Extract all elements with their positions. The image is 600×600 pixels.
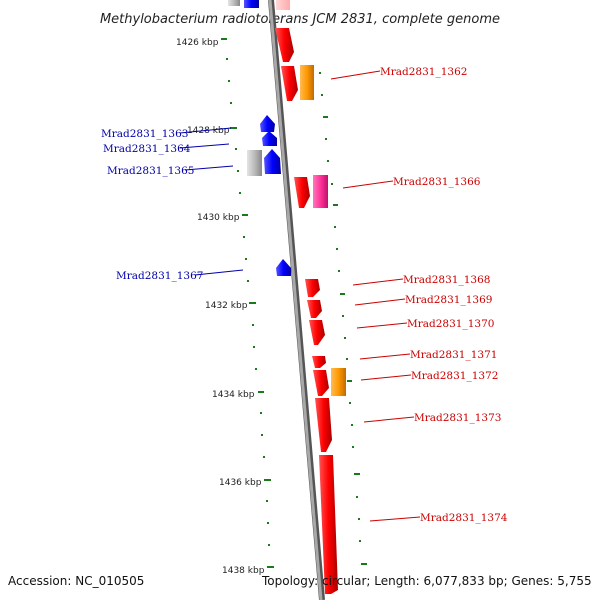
tick-label-1432: 1432 kbp [205,301,248,311]
feature-orange-1362 [300,65,314,100]
label-mrad2831-1373[interactable]: Mrad2831_1373 [414,412,501,424]
inner-dotted-ring [226,58,270,546]
gene-forward-1368 [305,279,320,297]
label-mrad2831-1368[interactable]: Mrad2831_1368 [403,274,490,286]
gene-reverse-1365 [264,149,281,174]
label-mrad2831-1372[interactable]: Mrad2831_1372 [411,370,498,382]
leader-lines-forward [330,70,421,522]
tick-label-1430: 1430 kbp [197,213,240,223]
accession-text: Accession: NC_010505 [8,574,145,588]
gene-forward-1373 [315,398,332,452]
label-mrad2831-1374[interactable]: Mrad2831_1374 [420,512,508,524]
outer-dotted-ring [319,72,367,565]
feature-magenta-1366 [313,175,328,208]
inner-tick-ring [221,38,274,568]
gene-reverse-1364 [262,131,277,146]
label-mrad2831-1369[interactable]: Mrad2831_1369 [405,294,492,306]
feature-orange-1372 [331,368,346,396]
gene-reverse-1367 [276,259,291,276]
gene-reverse-1363 [260,115,275,132]
leader-lines-reverse [179,127,244,276]
tick-label-1436: 1436 kbp [219,478,262,488]
topology-text: Topology: circular; Length: 6,077,833 bp… [262,574,592,588]
label-mrad2831-1370[interactable]: Mrad2831_1370 [407,318,494,330]
gene-forward-1372 [313,370,329,396]
label-mrad2831-1362[interactable]: Mrad2831_1362 [380,66,467,78]
gene-forward-1371 [312,356,326,368]
tick-label-1426: 1426 kbp [176,38,219,48]
label-mrad2831-1363[interactable]: Mrad2831_1363 [101,128,188,140]
label-mrad2831-1366[interactable]: Mrad2831_1366 [393,176,481,188]
gene-forward-1370 [309,320,325,345]
label-mrad2831-1365[interactable]: Mrad2831_1365 [107,165,194,177]
gene-forward-1374 [319,455,338,594]
gene-top-grey [228,0,240,6]
tick-label-1438: 1438 kbp [222,566,265,576]
tick-label-1434: 1434 kbp [212,390,255,400]
backbone [268,0,323,600]
gene-forward-1362 [281,66,298,101]
gene-top-blue [244,0,259,8]
label-mrad2831-1364[interactable]: Mrad2831_1364 [103,143,191,155]
label-mrad2831-1371[interactable]: Mrad2831_1371 [410,349,497,361]
tick-label-1428: 1428 kbp [187,126,230,136]
label-mrad2831-1367[interactable]: Mrad2831_1367 [116,270,203,282]
feature-grey-1365 [247,150,262,176]
gene-forward-1361 [275,28,294,62]
gene-forward-1369 [307,300,322,318]
map-title: Methylobacterium radiotolerans JCM 2831,… [100,12,500,27]
gene-top-pink [276,0,290,10]
gene-forward-1366 [294,177,310,208]
